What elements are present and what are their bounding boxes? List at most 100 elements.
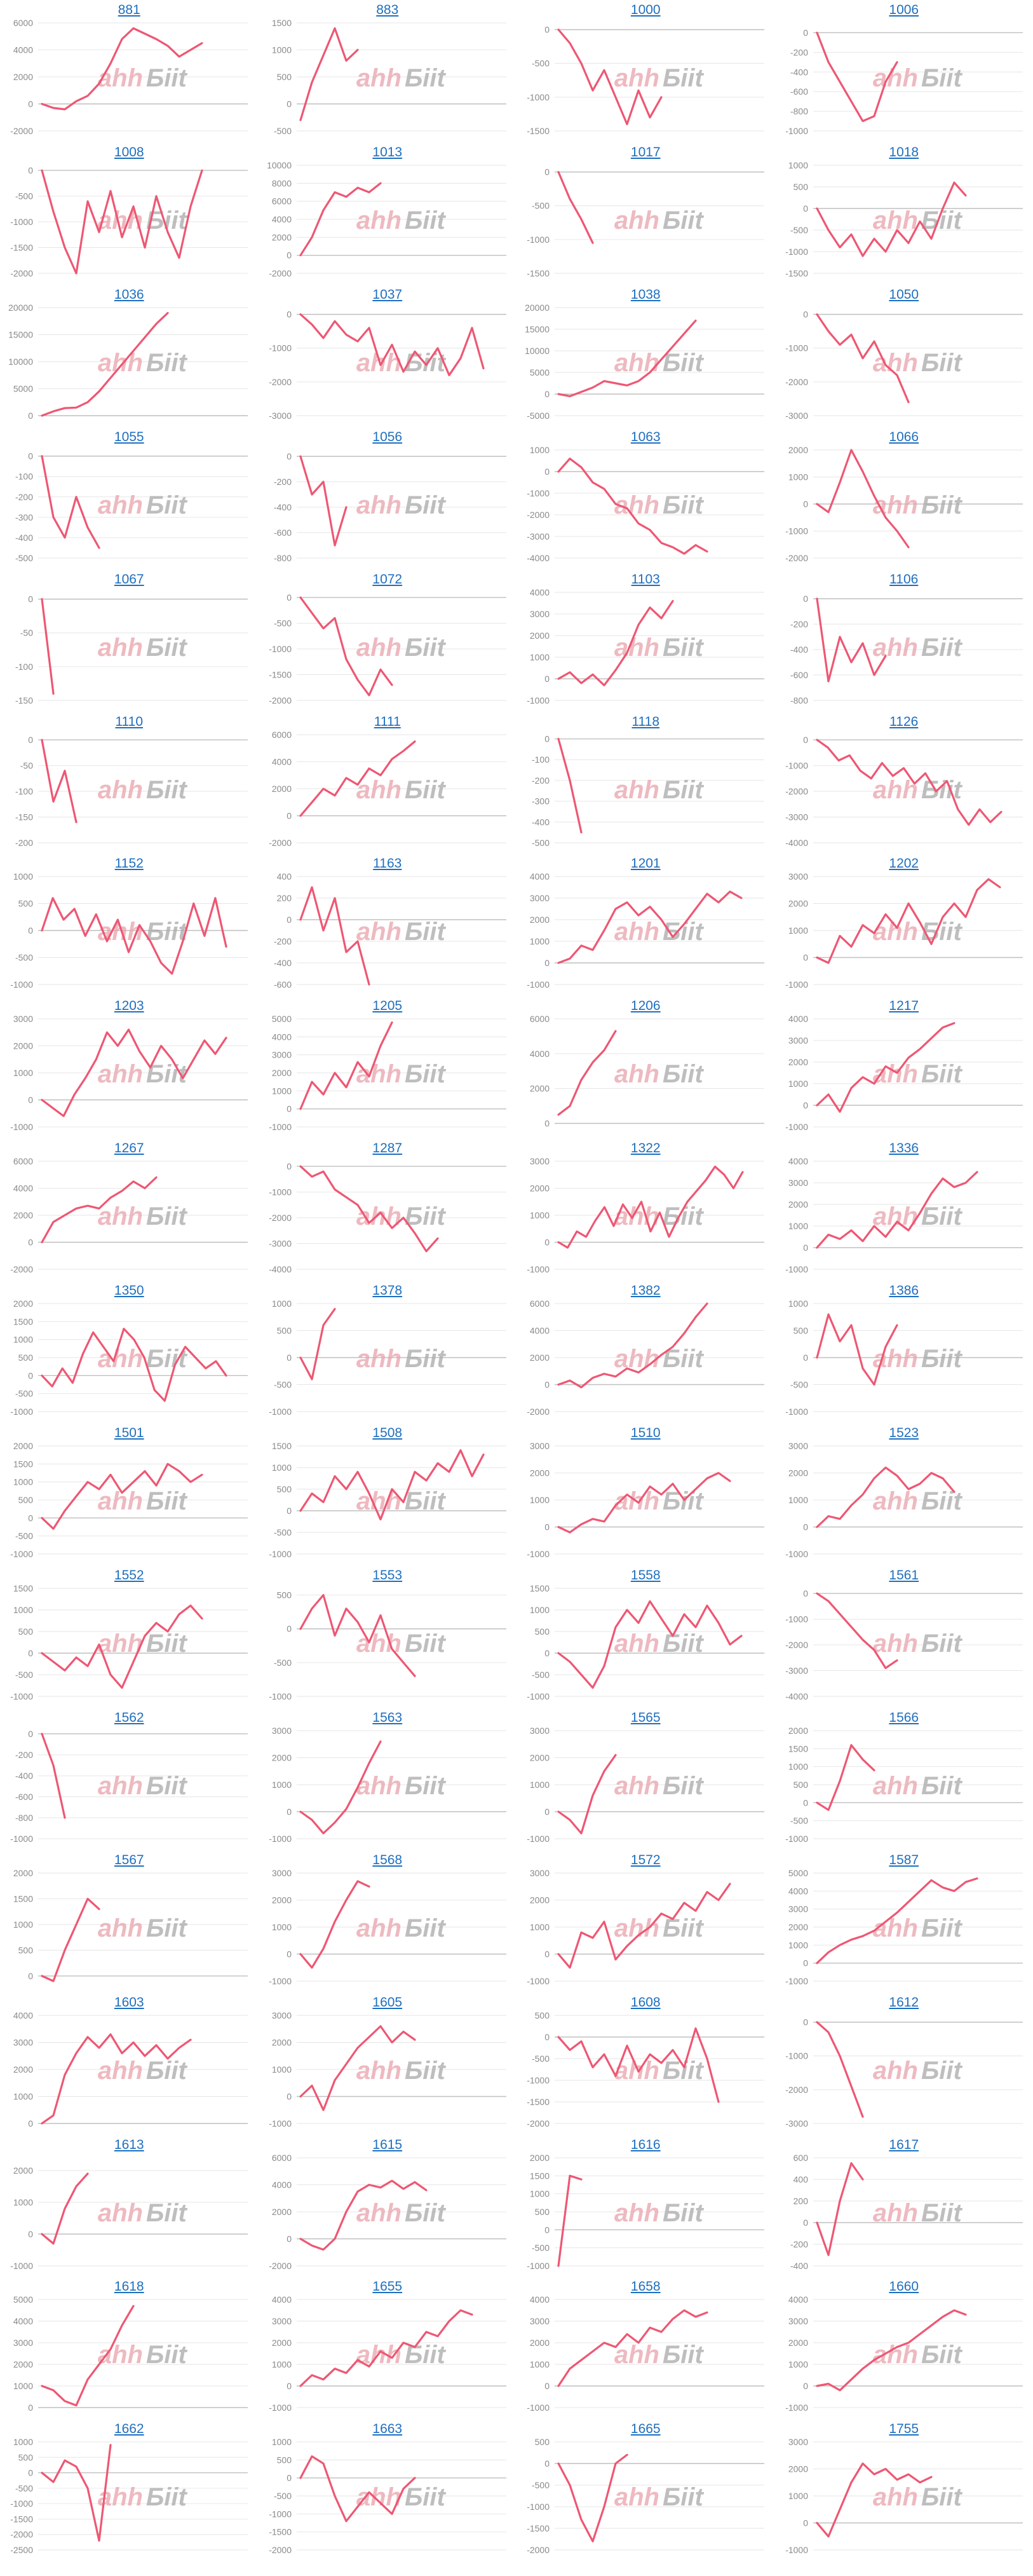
chart-title[interactable]: 1612 <box>889 1994 919 2010</box>
chart-title[interactable]: 1378 <box>372 1283 403 1298</box>
chart-panel-35: 1336 -1000 0 1000 2000 3000 4000 ahh Бiit <box>775 1138 1033 1281</box>
watermark-left: ahh <box>356 1914 401 1942</box>
chart-title[interactable]: 1103 <box>631 571 660 587</box>
chart-title[interactable]: 1563 <box>372 1710 403 1725</box>
chart-title[interactable]: 1587 <box>889 1852 919 1867</box>
chart-title[interactable]: 1111 <box>374 714 401 729</box>
chart-title[interactable]: 1553 <box>372 1567 403 1583</box>
chart-title[interactable]: 1038 <box>630 287 661 302</box>
chart-title[interactable]: 1510 <box>630 1426 661 1440</box>
y-tick-label: 1000 <box>530 1605 550 1615</box>
chart-title[interactable]: 1567 <box>114 1852 144 1867</box>
chart-title[interactable]: 1658 <box>630 2279 661 2294</box>
chart-title[interactable]: 1000 <box>630 3 661 17</box>
chart-panel-25: 1163 -600 -400 -200 0 200 400 ahh Бiit <box>259 854 517 996</box>
chart-title[interactable]: 1558 <box>630 1567 661 1583</box>
chart-title[interactable]: 1755 <box>889 2422 919 2437</box>
chart-title[interactable]: 1336 <box>889 1141 919 1156</box>
series-line <box>41 597 55 695</box>
y-tick-label: 500 <box>793 1326 808 1336</box>
chart-title[interactable]: 1126 <box>889 714 919 729</box>
chart-title[interactable]: 1013 <box>372 144 403 160</box>
chart-title[interactable]: 1018 <box>889 144 919 160</box>
y-tick-label: -150 <box>15 812 33 822</box>
watermark-right: Бiit <box>921 1060 962 1088</box>
chart-title[interactable]: 1050 <box>889 287 919 302</box>
chart-title[interactable]: 1523 <box>889 1426 919 1440</box>
y-tick-label: 1000 <box>788 1079 807 1089</box>
chart-title[interactable]: 1608 <box>630 1994 661 2010</box>
y-tick-label: 0 <box>28 2402 33 2413</box>
chart-title[interactable]: 883 <box>376 3 399 17</box>
chart-title[interactable]: 1663 <box>372 2422 403 2437</box>
chart-title[interactable]: 1568 <box>372 1852 403 1867</box>
chart-title[interactable]: 1665 <box>630 2422 661 2437</box>
chart-title[interactable]: 1067 <box>114 571 144 587</box>
chart-panel-68: 1662 -2500 -2000 -1500 -1000 -500 0 500 1000 ahh Б… <box>0 2419 259 2561</box>
chart-title[interactable]: 1618 <box>114 2279 144 2294</box>
chart-title[interactable]: 1066 <box>889 429 919 444</box>
chart-title[interactable]: 1163 <box>373 856 402 871</box>
chart-title[interactable]: 1552 <box>114 1567 144 1583</box>
chart-title[interactable]: 1605 <box>372 1994 403 2010</box>
chart-title[interactable]: 1613 <box>114 2137 144 2152</box>
chart-title[interactable]: 1006 <box>889 3 919 17</box>
chart-title[interactable]: 1036 <box>114 287 144 302</box>
y-tick-label: 1500 <box>13 1893 33 1904</box>
chart-title[interactable]: 1205 <box>372 998 403 1014</box>
chart-title[interactable]: 1217 <box>889 998 919 1014</box>
chart-title[interactable]: 1037 <box>372 287 403 302</box>
chart-title[interactable]: 1118 <box>631 714 660 729</box>
chart-title[interactable]: 1017 <box>630 144 661 160</box>
chart-title[interactable]: 1603 <box>114 1994 144 2010</box>
chart-title[interactable]: 1655 <box>372 2279 403 2294</box>
watermark-left: ahh <box>872 1630 917 1658</box>
chart-title[interactable]: 1072 <box>372 571 403 587</box>
chart-title[interactable]: 1063 <box>630 429 661 444</box>
chart-title[interactable]: 1055 <box>114 429 144 444</box>
chart-title[interactable]: 1501 <box>114 1426 144 1440</box>
y-tick-label: -500 <box>532 2242 550 2252</box>
chart-title[interactable]: 1382 <box>630 1283 661 1298</box>
chart-title[interactable]: 1106 <box>889 571 919 587</box>
series-line <box>41 311 169 417</box>
chart-title[interactable]: 1350 <box>114 1283 144 1298</box>
chart-title[interactable]: 1152 <box>114 856 144 871</box>
y-tick-label: -50 <box>20 627 33 637</box>
y-tick-label: -1000 <box>269 1187 292 1197</box>
chart-title[interactable]: 1267 <box>114 1141 144 1156</box>
chart-title[interactable]: 1616 <box>630 2137 661 2152</box>
chart-title[interactable]: 1008 <box>114 144 144 160</box>
chart-title[interactable]: 1110 <box>115 714 144 729</box>
chart-title[interactable]: 1565 <box>630 1710 661 1725</box>
chart-title[interactable]: 1508 <box>372 1426 403 1440</box>
chart-title[interactable]: 1206 <box>630 998 661 1014</box>
chart-title[interactable]: 881 <box>118 3 140 17</box>
y-tick-label: 1000 <box>788 1298 807 1309</box>
y-tick-label: 6000 <box>271 2152 291 2162</box>
chart-title[interactable]: 1201 <box>630 856 661 871</box>
chart-title[interactable]: 1202 <box>889 856 919 871</box>
chart-title[interactable]: 1566 <box>889 1710 919 1725</box>
chart-title[interactable]: 1561 <box>889 1567 919 1583</box>
chart-panel-12: 1055 -500 -400 -300 -200 -100 0 ahh Бiit <box>0 427 259 569</box>
chart-title[interactable]: 1203 <box>114 998 144 1014</box>
watermark-right: Бiit <box>146 491 188 519</box>
chart-panel-44: 1552 -1000 -500 0 500 1000 1500 ahh Бiit <box>0 1565 259 1708</box>
chart-title[interactable]: 1562 <box>114 1710 144 1725</box>
chart-title[interactable]: 1615 <box>372 2137 403 2152</box>
chart-title[interactable]: 1617 <box>889 2137 919 2152</box>
chart-title[interactable]: 1662 <box>114 2422 144 2437</box>
chart-title[interactable]: 1386 <box>889 1283 919 1298</box>
chart-title[interactable]: 1572 <box>630 1852 661 1867</box>
chart-title[interactable]: 1056 <box>372 429 403 444</box>
chart-title[interactable]: 1660 <box>889 2279 919 2294</box>
y-tick-label: -1000 <box>527 488 550 498</box>
series-line <box>815 31 898 123</box>
chart-panel-51: 1566 -1000 -500 0 500 1000 1500 2000 ahh Бiit <box>775 1708 1033 1850</box>
chart-title[interactable]: 1287 <box>372 1141 403 1156</box>
chart-title[interactable]: 1322 <box>630 1141 661 1156</box>
